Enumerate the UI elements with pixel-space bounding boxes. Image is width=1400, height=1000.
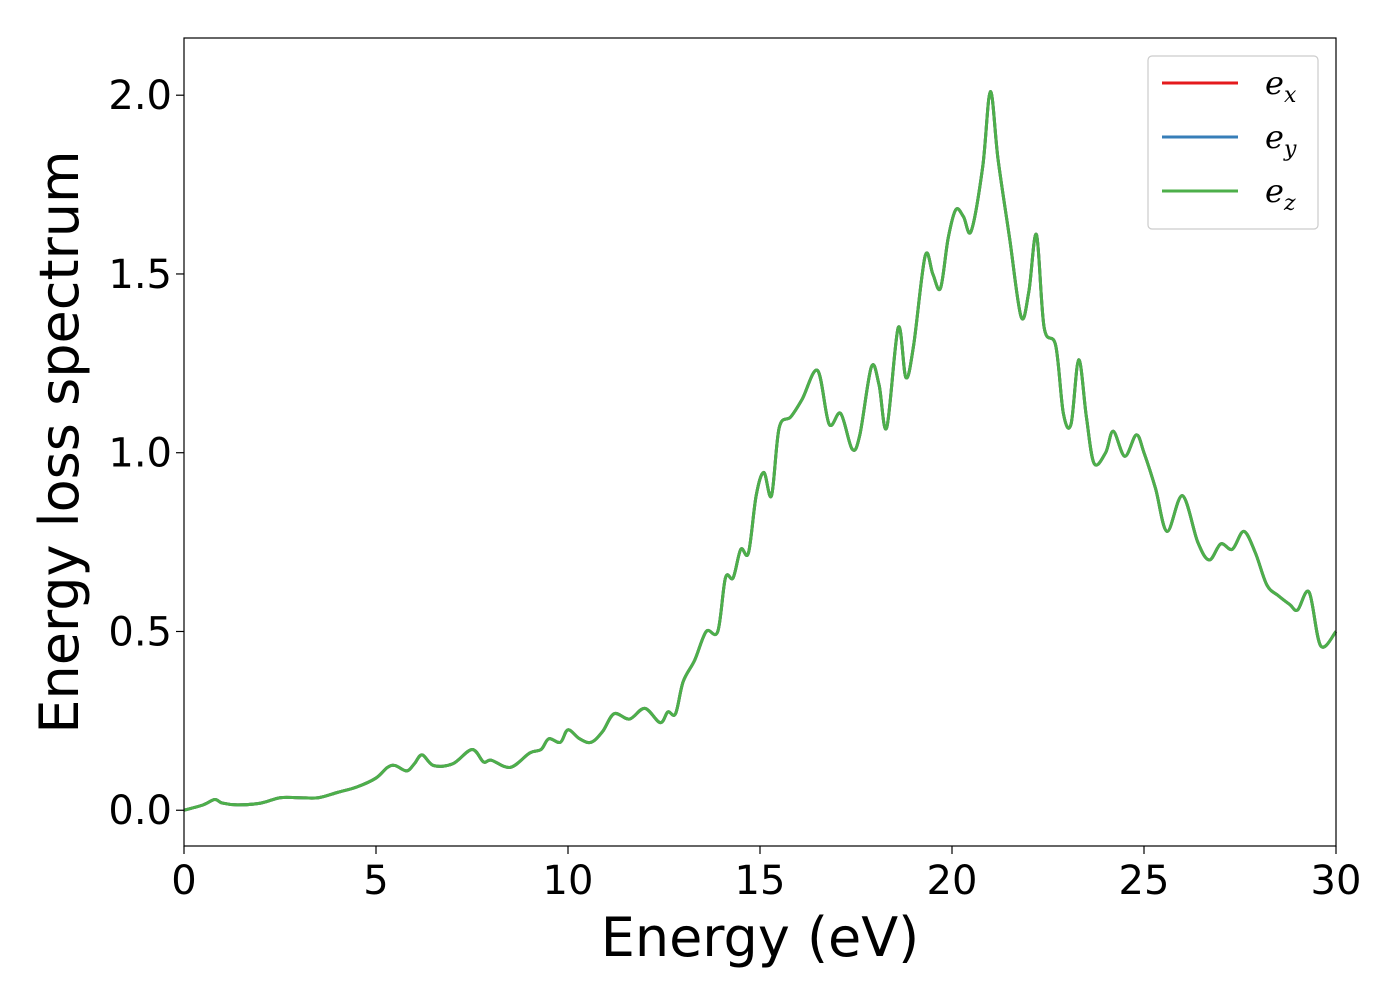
y-axis-label: Energy loss spectrum <box>28 150 91 733</box>
x-tick-label: 30 <box>1311 858 1362 904</box>
y-tick-label: 0.5 <box>108 609 172 655</box>
legend-label-ex: ex <box>1265 64 1297 108</box>
x-tick-label: 25 <box>1119 858 1170 904</box>
x-axis-ticks: 0 5 10 15 20 25 30 <box>171 846 1361 904</box>
series-layer <box>183 90 1338 812</box>
y-tick-label: 1.0 <box>108 431 172 477</box>
x-tick-label: 5 <box>363 858 388 904</box>
legend-label-ez: ez <box>1265 172 1296 216</box>
y-axis-ticks: 0.0 0.5 1.0 1.5 2.0 <box>108 73 184 834</box>
x-tick-label: 15 <box>735 858 786 904</box>
x-tick-label: 20 <box>927 858 978 904</box>
y-tick-label: 0.0 <box>108 788 172 834</box>
x-tick-label: 10 <box>543 858 594 904</box>
legend-label-ey: ey <box>1265 118 1297 162</box>
x-axis-label: Energy (eV) <box>601 906 920 969</box>
plot-background <box>184 38 1336 846</box>
legend: ex ey ez <box>1147 55 1319 230</box>
x-tick-label: 0 <box>171 858 196 904</box>
y-tick-label: 1.5 <box>108 252 172 298</box>
series-line-e-z <box>183 90 1338 812</box>
legend-box <box>1147 55 1319 230</box>
y-tick-label: 2.0 <box>108 73 172 119</box>
